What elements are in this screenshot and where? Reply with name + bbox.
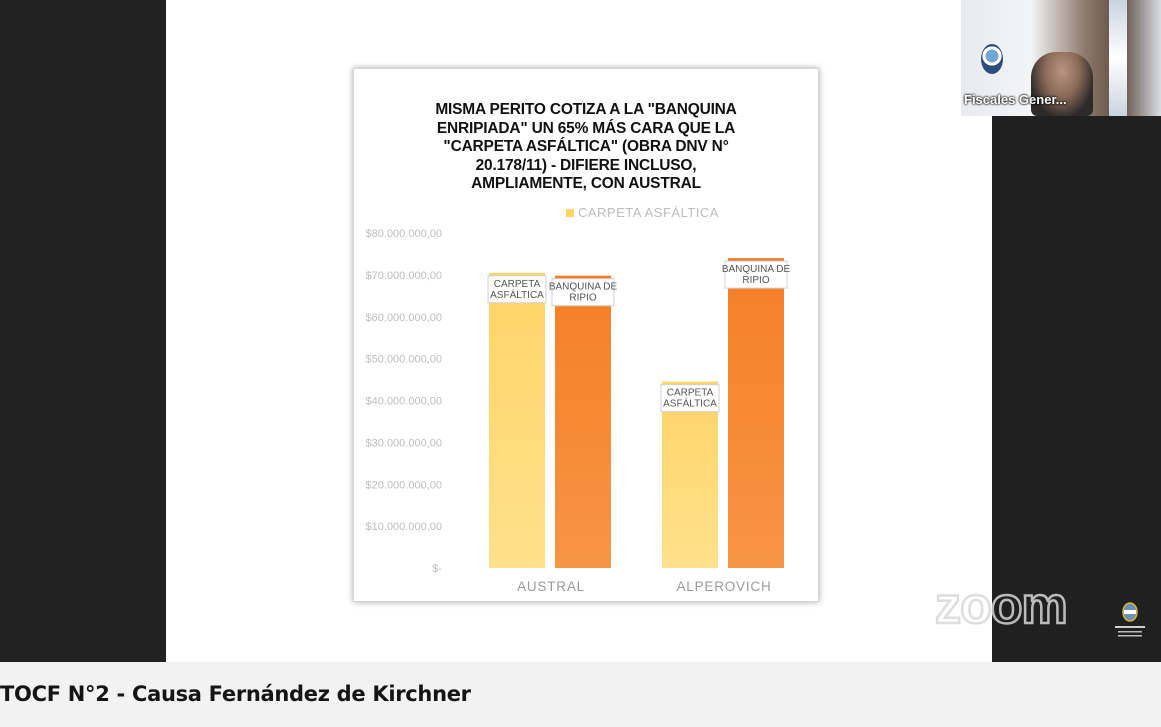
chart-title-line: MISMA PERITO COTIZA A LA "BANQUINA	[435, 101, 737, 118]
y-tick-label: $70.000.000,00	[366, 270, 442, 282]
caption-title: TOCF N°2 - Causa Fernández de Kirchner	[0, 682, 471, 706]
caption-bar: TOCF N°2 - Causa Fernández de Kirchner	[0, 662, 1161, 727]
chart-card: MISMA PERITO COTIZA A LA "BANQUINA ENRIP…	[353, 68, 819, 602]
y-tick-label: $30.000.000,00	[366, 437, 442, 449]
y-tick-label: $80.000.000,00	[366, 228, 442, 240]
y-tick-label: $40.000.000,00	[366, 396, 442, 408]
participant-video	[1031, 52, 1093, 116]
data-label: ASFÁLTICA	[663, 397, 717, 410]
seal-icon	[1115, 602, 1145, 637]
data-label: CARPETA	[494, 279, 541, 290]
x-category-label: ALPEROVICH	[676, 579, 771, 594]
chart-title-line: ENRIPIADA" UN 65% MÁS CARA QUE LA	[436, 119, 736, 137]
data-label-box	[660, 384, 720, 413]
left-black-bar	[0, 0, 166, 662]
data-label: ASFÁLTICA	[490, 288, 544, 301]
y-axis: $- $10.000.000,00 $20.000.000,00 $30.000.00…	[366, 228, 443, 575]
bars	[489, 258, 784, 568]
chart-legend: CARPETA ASFÁLTICA	[566, 205, 719, 220]
bar	[728, 258, 784, 568]
data-label: RIPIO	[742, 275, 769, 286]
legend-label: CARPETA ASFÁLTICA	[578, 205, 719, 220]
chart-title: MISMA PERITO COTIZA A LA "BANQUINA ENRIP…	[386, 101, 786, 194]
y-tick-label: $60.000.000,00	[366, 312, 442, 324]
chart-title-line: "CARPETA ASFÁLTICA" (OBRA DNV N°	[443, 138, 729, 155]
y-tick-label: $10.000.000,00	[366, 521, 442, 533]
y-tick-label: $50.000.000,00	[366, 354, 442, 366]
data-label-box	[487, 275, 547, 304]
data-label: BANQUINA DE	[722, 264, 791, 275]
y-tick-label: $20.000.000,00	[366, 479, 442, 491]
zoom-logo-watermark: zoom	[934, 576, 1069, 637]
x-axis: AUSTRAL ALPEROVICH	[517, 579, 771, 594]
data-label: BANQUINA DE	[549, 282, 618, 293]
data-label: CARPETA	[667, 388, 714, 399]
chart-title-line: AMPLIAMENTE, CON AUSTRAL	[471, 175, 701, 192]
bar-chart: $- $10.000.000,00 $20.000.000,00 $30.000.00…	[366, 228, 791, 594]
legend-swatch	[566, 208, 574, 217]
data-label-box	[551, 278, 615, 307]
bar	[662, 381, 718, 568]
data-label-box	[724, 260, 788, 289]
chart-title-line: 20.178/11) - DIFIERE INCLUSO,	[475, 156, 697, 174]
data-label: RIPIO	[569, 293, 596, 304]
x-category-label: AUSTRAL	[517, 579, 585, 594]
bar	[489, 272, 545, 568]
flag-image	[1109, 0, 1127, 116]
participant-name: Fiscales Gener...	[964, 92, 1067, 107]
bar	[555, 275, 611, 568]
y-tick-label: $-	[432, 563, 442, 575]
crest-icon	[981, 44, 1003, 74]
participant-video-tile[interactable]: Fiscales Gener...	[961, 0, 1161, 116]
